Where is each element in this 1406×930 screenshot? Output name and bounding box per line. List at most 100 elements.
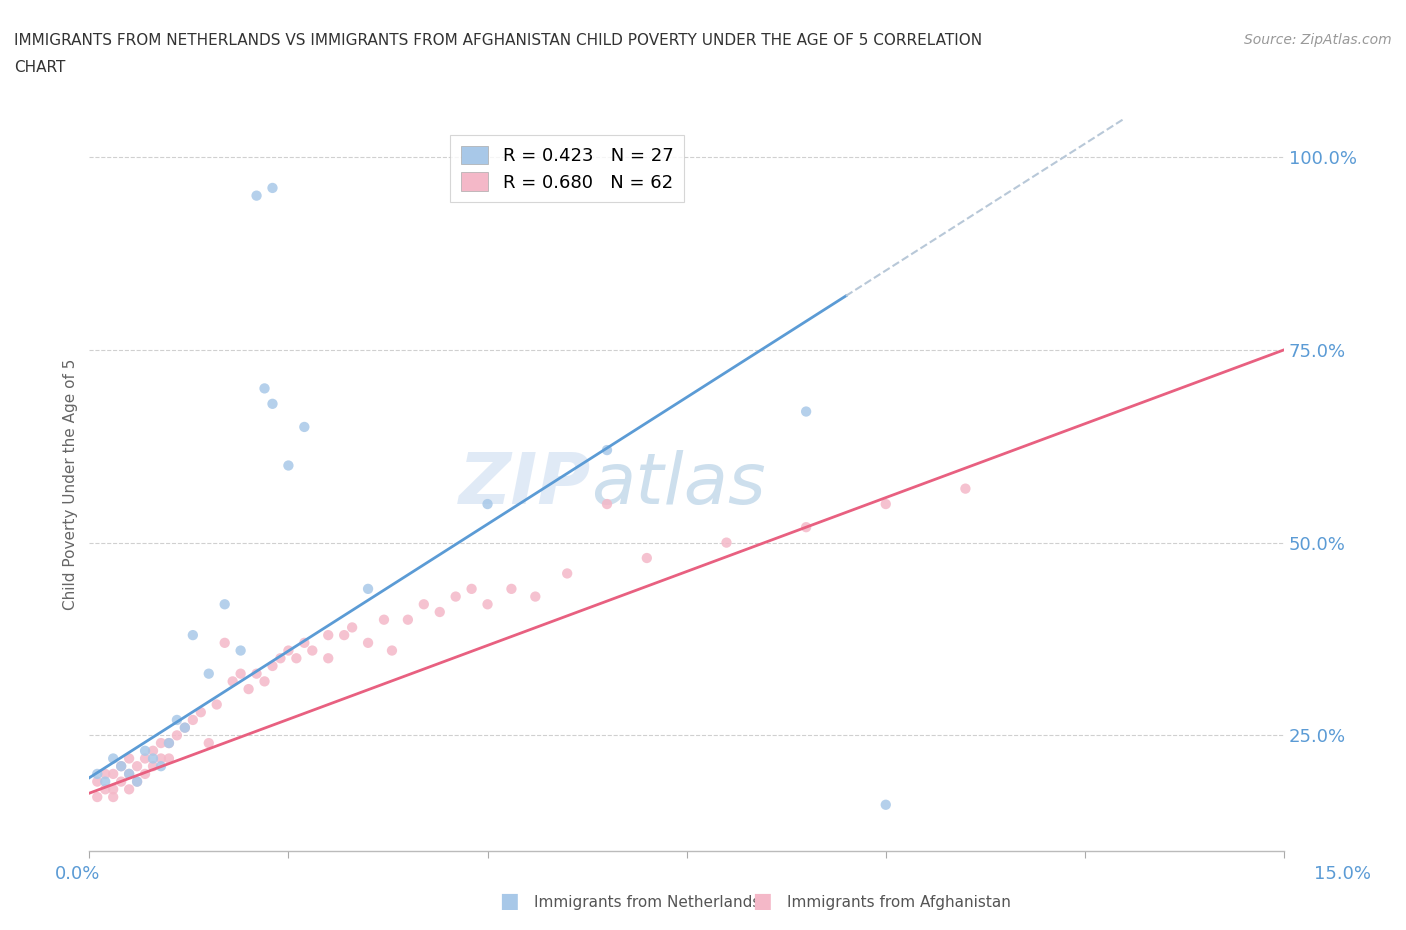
Point [166, 712, 188, 727]
Point [381, 644, 404, 658]
Point [253, 674, 276, 689]
Text: Source: ZipAtlas.com: Source: ZipAtlas.com [1244, 33, 1392, 46]
Point [134, 743, 156, 758]
Point [214, 597, 236, 612]
Point [357, 581, 380, 596]
Point [875, 497, 897, 512]
Point [173, 720, 195, 735]
Point [157, 736, 180, 751]
Point [149, 736, 172, 751]
Text: IMMIGRANTS FROM NETHERLANDS VS IMMIGRANTS FROM AFGHANISTAN CHILD POVERTY UNDER T: IMMIGRANTS FROM NETHERLANDS VS IMMIGRANT… [14, 33, 983, 47]
Point [316, 628, 339, 643]
Point [118, 766, 141, 781]
Point [103, 790, 125, 804]
Point [396, 612, 419, 627]
Point [875, 797, 897, 812]
Text: ■: ■ [499, 891, 519, 910]
Point [86, 790, 108, 804]
Text: CHART: CHART [14, 60, 66, 75]
Point [94, 766, 117, 781]
Point [262, 180, 284, 195]
Text: Immigrants from Afghanistan: Immigrants from Afghanistan [787, 895, 1011, 910]
Point [477, 597, 499, 612]
Point [118, 782, 141, 797]
Point [238, 682, 260, 697]
Point [157, 751, 180, 766]
Point [292, 635, 315, 650]
Point [794, 405, 817, 419]
Point [277, 458, 299, 473]
Point [149, 759, 172, 774]
Point [110, 774, 132, 789]
Point [253, 381, 276, 396]
Point [262, 396, 284, 411]
Point [460, 581, 482, 596]
Point [190, 705, 212, 720]
Point [173, 720, 195, 735]
Point [125, 774, 148, 789]
Point [214, 635, 236, 650]
Point [110, 759, 132, 774]
Point [555, 566, 578, 581]
Text: atlas: atlas [591, 450, 766, 519]
Point [501, 581, 523, 596]
Point [285, 651, 308, 666]
Text: Immigrants from Netherlands: Immigrants from Netherlands [534, 895, 761, 910]
Point [277, 644, 299, 658]
Point [181, 712, 204, 727]
Point [94, 774, 117, 789]
Point [86, 774, 108, 789]
Point [166, 728, 188, 743]
Text: 0.0%: 0.0% [55, 865, 100, 883]
Point [794, 520, 817, 535]
Point [412, 597, 434, 612]
Point [716, 535, 738, 550]
Point [197, 666, 219, 681]
Point [142, 743, 165, 758]
Point [134, 766, 156, 781]
Point [340, 620, 363, 635]
Point [429, 604, 451, 619]
Y-axis label: Child Poverty Under the Age of 5: Child Poverty Under the Age of 5 [63, 359, 79, 610]
Point [333, 628, 356, 643]
Point [269, 651, 291, 666]
Point [596, 497, 619, 512]
Point [292, 419, 315, 434]
Point [205, 698, 228, 712]
Point [103, 751, 125, 766]
Point [103, 782, 125, 797]
Point [373, 612, 395, 627]
Text: ■: ■ [752, 891, 772, 910]
Point [444, 589, 467, 604]
Point [477, 497, 499, 512]
Point [86, 766, 108, 781]
Point [262, 658, 284, 673]
Point [157, 736, 180, 751]
Point [955, 481, 977, 496]
Point [197, 736, 219, 751]
Point [110, 759, 132, 774]
Point [636, 551, 658, 565]
Point [245, 666, 267, 681]
Point [301, 644, 323, 658]
Point [181, 628, 204, 643]
Point [125, 774, 148, 789]
Point [596, 443, 619, 458]
Point [229, 666, 252, 681]
Point [118, 766, 141, 781]
Point [142, 759, 165, 774]
Text: 15.0%: 15.0% [1315, 865, 1371, 883]
Legend: R = 0.423   N = 27, R = 0.680   N = 62: R = 0.423 N = 27, R = 0.680 N = 62 [450, 135, 685, 203]
Point [125, 759, 148, 774]
Point [103, 766, 125, 781]
Point [229, 644, 252, 658]
Point [221, 674, 243, 689]
Point [149, 751, 172, 766]
Point [357, 635, 380, 650]
Point [245, 188, 267, 203]
Point [524, 589, 547, 604]
Point [316, 651, 339, 666]
Point [142, 751, 165, 766]
Point [134, 751, 156, 766]
Point [118, 751, 141, 766]
